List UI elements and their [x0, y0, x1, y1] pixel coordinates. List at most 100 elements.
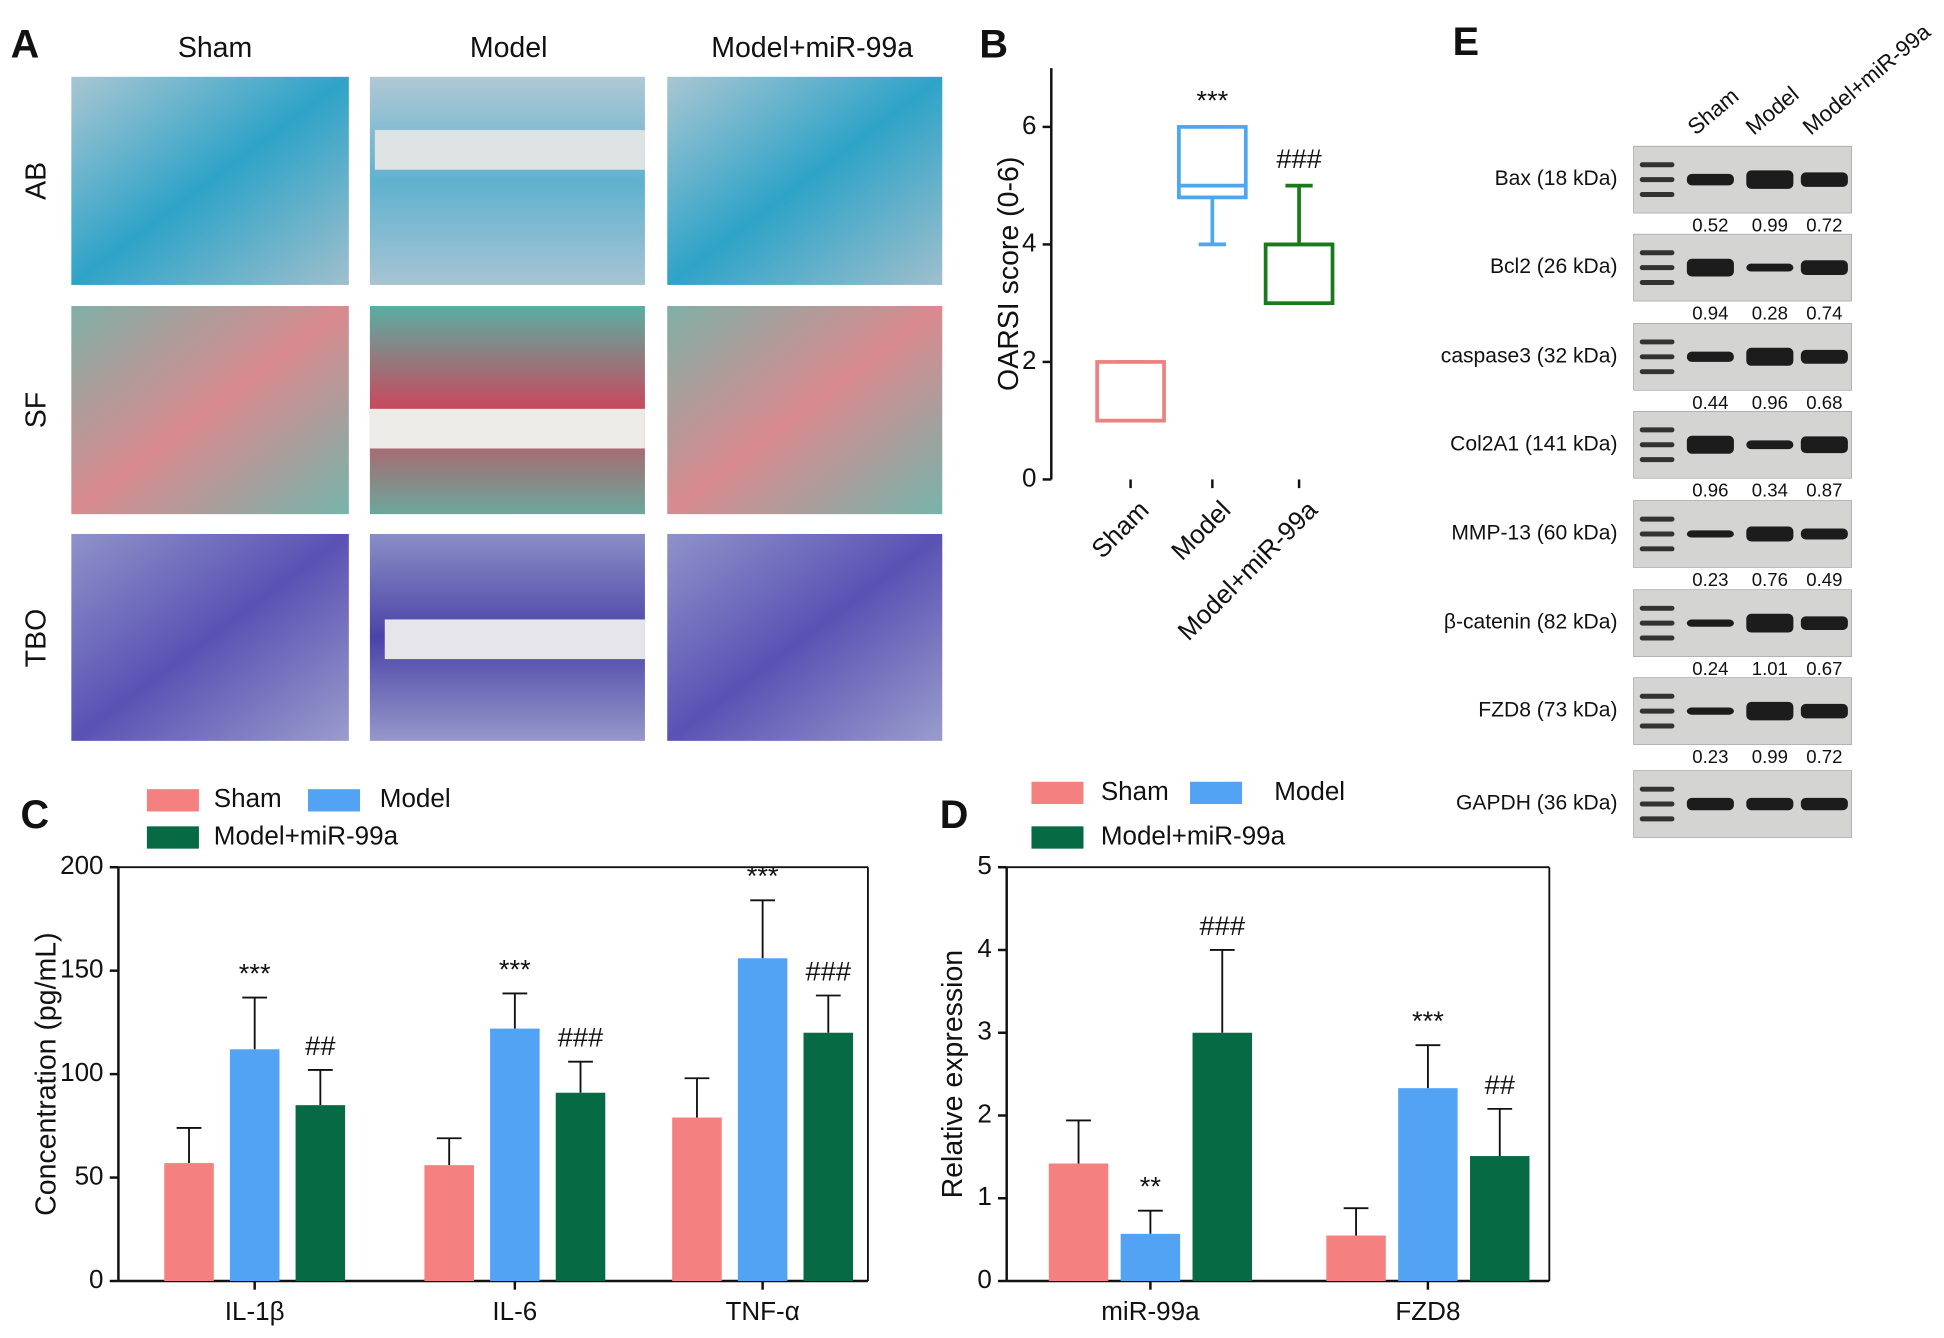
significance: ###: [558, 1022, 604, 1053]
legend-label: Sham: [1101, 776, 1169, 806]
significance: ***: [239, 957, 271, 988]
y-tick-label: 2: [977, 1098, 991, 1128]
significance: ***: [499, 953, 531, 984]
blot-value: 0.34: [1752, 480, 1788, 501]
blot-value: 0.23: [1692, 569, 1728, 590]
ladder-band: [1639, 279, 1675, 285]
bar: [803, 1032, 854, 1282]
bar: [229, 1049, 280, 1282]
ladder-band: [1639, 177, 1675, 183]
joint-space: [369, 408, 645, 449]
ladder-band: [1639, 457, 1675, 463]
significance: ##: [305, 1030, 336, 1061]
blot-value: 0.52: [1692, 215, 1728, 236]
x-tick-label: Model: [1165, 495, 1236, 566]
blot-value: 0.99: [1752, 215, 1788, 236]
column-header: Model+miR-99a: [711, 32, 913, 64]
blot-band: [1686, 435, 1734, 454]
ladder-band: [1639, 192, 1675, 197]
panel-label: B: [979, 23, 1008, 67]
blot-label: β-catenin (82 kDa): [1444, 611, 1618, 634]
histology-image: [667, 306, 943, 515]
blot-band: [1746, 347, 1794, 366]
row-label: AB: [20, 162, 52, 200]
blot-band: [1746, 440, 1794, 450]
bar: [1398, 1088, 1458, 1282]
blot-band: [1746, 263, 1794, 272]
legend-label: Model: [380, 783, 451, 813]
blot-band: [1686, 258, 1734, 277]
ladder-band: [1639, 250, 1675, 256]
y-tick-label: 0: [977, 1264, 991, 1294]
significance: ##: [1485, 1069, 1516, 1100]
blot-label: GAPDH (36 kDa): [1456, 792, 1617, 815]
histology-image: [71, 533, 349, 741]
blot-value: 0.72: [1806, 746, 1842, 767]
ladder-band: [1639, 723, 1675, 729]
bar: [737, 958, 788, 1282]
blot-label: MMP-13 (60 kDa): [1451, 522, 1617, 545]
ladder-band: [1639, 693, 1675, 699]
y-tick-label: 6: [1022, 110, 1036, 140]
blot-value: 0.76: [1752, 569, 1788, 590]
column-header: Sham: [178, 32, 252, 64]
blot-column-header: Sham: [1683, 83, 1744, 140]
blot-label: caspase3 (32 kDa): [1441, 344, 1618, 367]
x-tick-label: IL-1β: [225, 1296, 285, 1326]
blot-label: Bcl2 (26 kDa): [1490, 255, 1618, 278]
significance: ***: [747, 860, 779, 891]
y-axis-label: Concentration (pg/mL): [30, 932, 62, 1215]
blot-band: [1800, 616, 1848, 630]
blot-band: [1686, 797, 1734, 811]
panel-label: C: [21, 793, 50, 837]
blot-column-header: Model: [1741, 81, 1804, 139]
y-tick-label: 4: [1022, 227, 1036, 257]
significance: **: [1140, 1171, 1162, 1202]
y-tick-label: 0: [89, 1264, 103, 1294]
bar: [1326, 1235, 1386, 1282]
ladder-band: [1639, 708, 1675, 714]
panel-label: E: [1453, 20, 1479, 64]
blot-band: [1746, 170, 1794, 189]
blot-band: [1686, 619, 1734, 627]
blot-value: 0.28: [1752, 303, 1788, 324]
blot-value: 0.74: [1806, 303, 1842, 324]
ladder-band: [1639, 786, 1675, 792]
bar: [672, 1117, 722, 1282]
x-tick-label: IL-6: [492, 1296, 537, 1326]
box: [1263, 242, 1335, 306]
y-tick-label: 150: [60, 954, 103, 984]
bar: [1192, 1032, 1252, 1282]
x-tick-label: miR-99a: [1101, 1296, 1200, 1326]
ladder-band: [1639, 635, 1675, 641]
bar: [490, 1028, 540, 1282]
y-tick-label: 4: [977, 933, 991, 963]
significance: ***: [1196, 84, 1228, 115]
bar: [424, 1165, 474, 1282]
joint-space: [374, 130, 645, 170]
ladder-band: [1639, 162, 1675, 168]
row-label: SF: [20, 392, 52, 428]
blot-value: 0.49: [1806, 569, 1842, 590]
histology-image: [667, 533, 943, 741]
blot-band: [1800, 436, 1848, 454]
panel-label: A: [11, 23, 40, 67]
legend-label: Model+miR-99a: [214, 820, 399, 850]
blot-band: [1800, 797, 1848, 811]
ladder-band: [1639, 442, 1675, 448]
blot-value: 0.67: [1806, 658, 1842, 679]
ladder-band: [1639, 816, 1675, 822]
y-tick-label: 200: [60, 850, 103, 880]
ladder-band: [1639, 339, 1675, 345]
bar: [1470, 1156, 1530, 1282]
blot-band: [1746, 526, 1794, 542]
blot-band: [1746, 613, 1794, 633]
blot-band: [1800, 172, 1848, 187]
blot-band: [1686, 173, 1734, 186]
significance: ###: [1200, 910, 1246, 941]
blot-band: [1746, 701, 1794, 721]
ladder-band: [1639, 354, 1675, 360]
histology-image: [369, 76, 645, 285]
joint-space: [384, 619, 645, 660]
